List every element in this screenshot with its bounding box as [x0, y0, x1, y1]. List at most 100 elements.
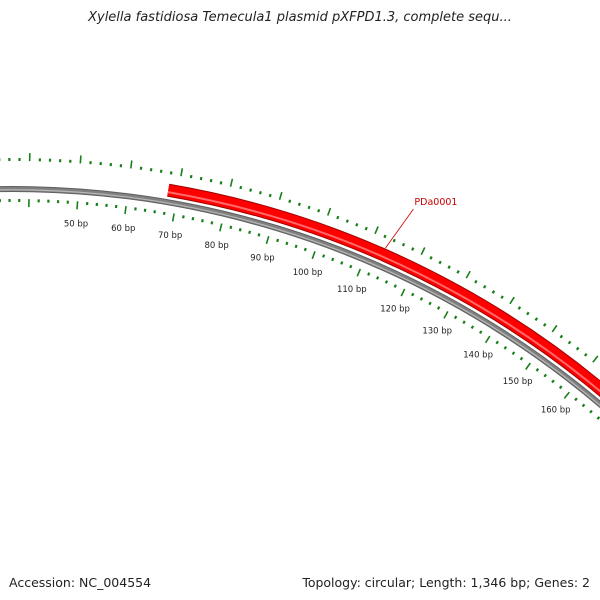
- major-tick: [229, 178, 234, 187]
- minor-tick: [470, 325, 475, 330]
- major-tick: [563, 391, 570, 399]
- minor-tick: [589, 409, 593, 414]
- minor-tick: [364, 226, 368, 231]
- scale-label: 50 bp: [64, 219, 88, 229]
- scale-labels: 50 bp 60 bp 70 bp 80 bp 90 bp 100 bp 110 bp 120…: [64, 219, 571, 415]
- major-tick: [79, 155, 82, 164]
- map-title: Xylella fastidiosa Temecula1 plasmid pXF…: [88, 10, 512, 25]
- scale-label: 110 bp: [337, 285, 367, 295]
- minor-tick: [567, 340, 572, 345]
- minor-tick: [248, 230, 252, 235]
- major-tick: [400, 288, 406, 297]
- minor-tick: [438, 260, 442, 265]
- minor-tick: [182, 215, 185, 219]
- major-tick: [180, 168, 184, 177]
- minor-tick: [239, 185, 243, 190]
- gene-arc-highlight: [167, 191, 600, 393]
- sequence-backbone: [0, 185, 600, 409]
- minor-tick: [383, 234, 387, 239]
- minor-tick: [596, 416, 600, 420]
- major-tick: [326, 207, 332, 216]
- minor-tick: [349, 264, 353, 269]
- major-tick: [265, 235, 270, 245]
- scale-label: 80 bp: [204, 241, 228, 251]
- minor-tick: [199, 176, 203, 181]
- minor-tick: [393, 284, 397, 288]
- minor-tick: [491, 290, 496, 294]
- major-tick: [356, 268, 362, 277]
- scale-label: 150 bp: [503, 377, 533, 387]
- major-tick: [374, 226, 379, 235]
- minor-tick: [331, 257, 335, 262]
- minor-tick: [462, 320, 466, 325]
- major-tick: [509, 296, 515, 305]
- minor-tick: [479, 330, 483, 335]
- minor-tick: [367, 272, 371, 276]
- scale-label: 140 bp: [463, 351, 493, 361]
- minor-tick: [574, 397, 578, 402]
- minor-tick: [543, 373, 547, 378]
- minor-tick: [575, 346, 580, 351]
- minor-tick: [559, 334, 564, 339]
- minor-tick: [229, 225, 233, 230]
- scale-label: 90 bp: [250, 253, 274, 263]
- minor-tick: [500, 295, 504, 300]
- minor-tick: [375, 276, 380, 280]
- accession-label: Accession: NC_004554: [9, 575, 152, 590]
- major-tick: [130, 160, 133, 169]
- minor-tick: [249, 188, 253, 192]
- minor-tick: [419, 297, 424, 301]
- minor-tick: [411, 292, 415, 297]
- inner-tick-ring: [0, 199, 600, 420]
- minor-tick: [276, 238, 280, 243]
- major-tick: [219, 223, 223, 232]
- major-tick: [484, 335, 491, 344]
- minor-tick: [268, 193, 272, 198]
- major-tick: [551, 324, 558, 333]
- minor-tick: [517, 306, 522, 310]
- minor-tick: [558, 385, 563, 390]
- minor-tick: [285, 241, 289, 246]
- gene-arc: [167, 184, 600, 396]
- minor-tick: [581, 403, 586, 408]
- minor-tick: [189, 174, 193, 179]
- minor-tick: [238, 228, 242, 232]
- minor-tick: [355, 223, 359, 227]
- minor-tick: [447, 265, 451, 269]
- scale-label: 160 bp: [541, 405, 571, 415]
- minor-tick: [162, 211, 166, 216]
- scale-label: 100 bp: [293, 268, 323, 278]
- minor-tick: [297, 202, 301, 207]
- major-tick: [443, 310, 449, 319]
- topology-summary: Topology: circular; Length: 1,346 bp; Ge…: [302, 575, 590, 590]
- minor-tick: [288, 199, 292, 204]
- minor-tick: [317, 208, 321, 213]
- minor-tick: [303, 247, 307, 252]
- minor-tick: [340, 261, 344, 265]
- minor-tick: [201, 219, 204, 223]
- minor-tick: [495, 340, 499, 345]
- minor-tick: [429, 256, 433, 260]
- major-tick: [76, 201, 79, 210]
- major-tick: [525, 362, 531, 370]
- outer-tick-ring: [0, 153, 600, 368]
- minor-tick: [519, 356, 524, 361]
- minor-tick: [474, 279, 478, 284]
- major-tick: [592, 355, 599, 363]
- minor-tick: [535, 367, 540, 372]
- scale-label: 70 bp: [158, 231, 182, 241]
- minor-tick: [583, 352, 588, 357]
- minor-tick: [503, 345, 508, 350]
- scale-label: 130 bp: [422, 327, 452, 337]
- minor-tick: [482, 284, 487, 289]
- scale-label: 120 bp: [380, 305, 410, 315]
- minor-tick: [210, 221, 214, 225]
- major-tick: [465, 270, 471, 279]
- minor-tick: [428, 301, 432, 306]
- major-tick: [278, 191, 283, 200]
- minor-tick: [219, 181, 223, 185]
- minor-tick: [257, 233, 261, 237]
- gene-callout-line: [385, 208, 414, 249]
